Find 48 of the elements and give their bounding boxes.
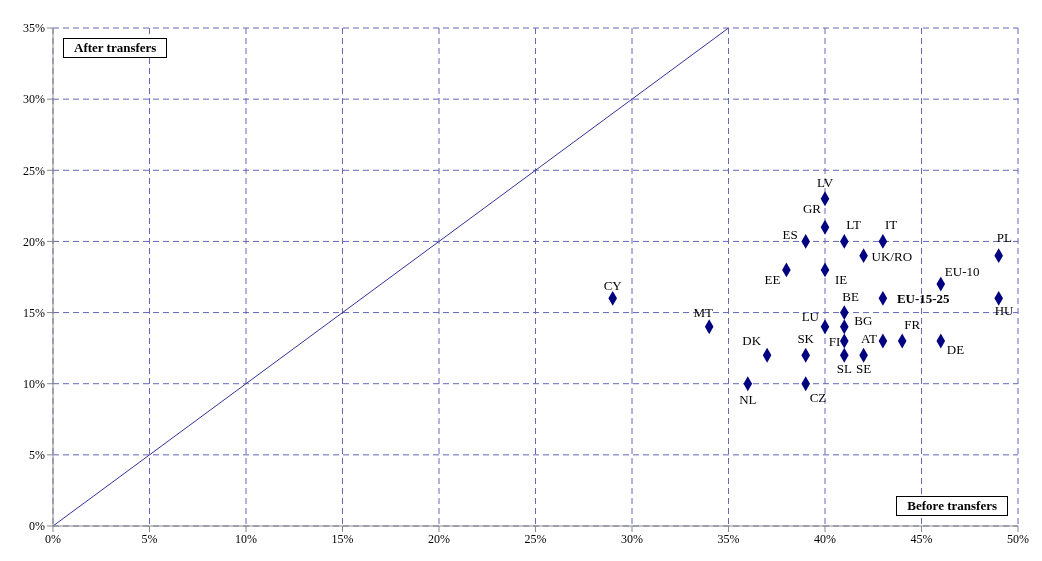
- annotation: FR: [904, 317, 921, 333]
- annotation: ES: [782, 227, 798, 243]
- y-axis-title: After transfers: [63, 38, 168, 58]
- annotation: EU-15-25: [896, 291, 951, 307]
- annotation: DK: [742, 333, 762, 349]
- y-tick-label: 15%: [23, 305, 45, 320]
- annotation: HU: [994, 303, 1015, 319]
- x-tick-label: 15%: [331, 531, 354, 546]
- annotation: MT: [693, 304, 714, 320]
- annotation: IE: [835, 271, 848, 287]
- annotation: LV: [816, 174, 834, 190]
- annotation: LU: [801, 308, 820, 324]
- annotation: NL: [739, 391, 757, 407]
- annotation: CZ: [809, 389, 827, 405]
- annotation: GR: [802, 201, 822, 217]
- x-tick-label: 25%: [524, 531, 547, 546]
- y-tick-label: 35%: [23, 21, 45, 36]
- annotation: SE: [856, 361, 872, 377]
- annotation: LT: [846, 217, 862, 233]
- y-tick-label: 20%: [23, 234, 45, 249]
- x-axis-title: Before transfers: [896, 496, 1008, 516]
- annotation: IT: [884, 217, 898, 233]
- x-tick-label: 0%: [45, 531, 61, 546]
- y-tick-label: 5%: [29, 448, 45, 463]
- x-tick-label: 40%: [814, 531, 836, 546]
- annotation: DE: [946, 342, 965, 358]
- y-tick-label: 30%: [23, 92, 45, 107]
- x-tick-label: 20%: [428, 531, 450, 546]
- annotation: FI: [828, 334, 841, 350]
- y-tick-label: 25%: [23, 163, 45, 178]
- annotation: SL: [836, 361, 852, 377]
- x-tick-label: 45%: [910, 531, 933, 546]
- x-tick-label: 5%: [141, 531, 158, 546]
- annotation: EU-10: [944, 264, 980, 280]
- annotation: EE: [764, 271, 781, 287]
- annotation: CY: [603, 278, 623, 294]
- annotation: SK: [797, 331, 815, 347]
- annotation: BG: [854, 312, 873, 328]
- annotation: PL: [996, 229, 1012, 245]
- annotation: AT: [861, 331, 877, 347]
- annotation: BE: [842, 288, 859, 304]
- y-tick-label: 0%: [29, 519, 45, 534]
- annotation: UK/RO: [871, 248, 913, 264]
- x-tick-label: 35%: [717, 531, 740, 546]
- x-tick-label: 30%: [621, 531, 643, 546]
- y-tick-label: 10%: [23, 376, 45, 391]
- x-tick-label: 50%: [1007, 531, 1029, 546]
- x-tick-label: 10%: [235, 531, 257, 546]
